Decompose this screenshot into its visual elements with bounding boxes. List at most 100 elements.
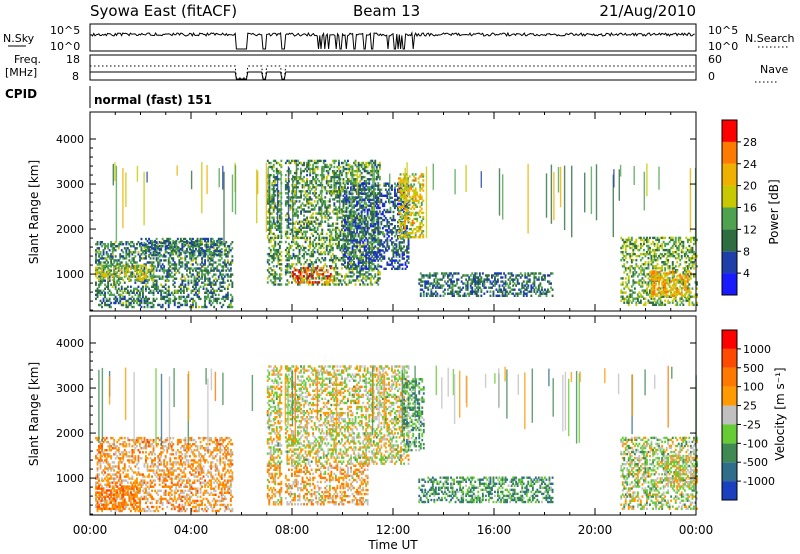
heatmap-cell <box>472 280 475 283</box>
heatmap-cell <box>371 246 374 250</box>
heatmap-cell <box>448 284 451 287</box>
heatmap-cell <box>280 254 283 258</box>
heatmap-cell <box>391 184 393 187</box>
heatmap-cell <box>350 267 352 270</box>
heatmap-cell <box>494 272 496 275</box>
heatmap-cell <box>478 286 481 289</box>
heatmap-cell <box>413 213 416 217</box>
heatmap-cell <box>214 243 217 247</box>
heatmap-cell <box>301 202 304 205</box>
heatmap-cell <box>113 247 116 250</box>
heatmap-cell <box>208 257 211 260</box>
heatmap-cell <box>392 265 395 268</box>
heatmap-cell <box>231 261 234 264</box>
heatmap-cell <box>411 211 414 215</box>
heatmap-cell <box>122 295 125 299</box>
heatmap-cell <box>495 272 498 275</box>
heatmap-cell <box>360 237 363 240</box>
heatmap-cell <box>222 269 225 272</box>
heatmap-cell <box>163 259 166 262</box>
heatmap-cell <box>136 297 138 301</box>
heatmap-cell <box>417 236 420 239</box>
heatmap-cell <box>277 261 280 264</box>
heatmap-cell <box>371 192 374 195</box>
heatmap-cell <box>297 214 299 217</box>
heatmap-cell <box>344 198 346 202</box>
heatmap-cell <box>173 303 176 307</box>
heatmap-cell <box>297 242 299 246</box>
heatmap-cell <box>271 198 274 201</box>
heatmap-cell <box>354 226 357 229</box>
heatmap-cell <box>331 175 334 179</box>
heatmap-cell <box>205 245 208 249</box>
heatmap-cell <box>208 263 211 266</box>
heatmap-cell <box>366 196 369 199</box>
heatmap-cell <box>210 283 213 286</box>
heatmap-cell <box>269 248 272 252</box>
heatmap-cell <box>333 275 336 278</box>
heatmap-cell <box>472 276 475 279</box>
heatmap-cell <box>304 277 307 280</box>
heatmap-cell <box>272 202 275 205</box>
heatmap-cell <box>134 278 137 282</box>
heatmap-cell <box>350 241 352 244</box>
heatmap-cell <box>408 185 411 188</box>
heatmap-cell <box>315 212 318 215</box>
heatmap-cell <box>422 217 425 221</box>
heatmap-cell <box>284 283 287 286</box>
heatmap-cell <box>313 238 316 242</box>
heatmap-cell <box>316 273 319 276</box>
heatmap-cell <box>312 216 315 219</box>
heatmap-cell <box>451 280 454 283</box>
heatmap-cell <box>324 165 327 169</box>
heatmap-cell <box>348 204 351 208</box>
heatmap-cell <box>120 268 123 272</box>
heatmap-cell <box>475 290 478 293</box>
heatmap-cell <box>331 169 334 173</box>
heatmap-cell <box>303 252 305 256</box>
heatmap-cell <box>374 228 377 231</box>
heatmap-cell <box>347 216 349 220</box>
heatmap-cell <box>422 234 425 237</box>
heatmap-cell <box>272 194 275 197</box>
heatmap-cell <box>289 267 292 270</box>
heatmap-cell <box>339 273 342 276</box>
heatmap-cell <box>116 266 119 270</box>
heatmap-cell <box>428 274 431 277</box>
heatmap-cell <box>342 167 345 171</box>
heatmap-cell <box>345 180 348 183</box>
heatmap-cell <box>195 293 197 297</box>
heatmap-cell <box>132 272 135 276</box>
heatmap-cell <box>433 272 436 275</box>
heatmap-cell <box>383 245 386 248</box>
heatmap-cell <box>374 178 377 181</box>
heatmap-cell <box>374 194 377 197</box>
heatmap-cell <box>419 284 422 287</box>
heatmap-cell <box>354 159 357 163</box>
heatmap-cell <box>148 248 150 251</box>
heatmap-cell <box>372 269 375 272</box>
heatmap-cell <box>284 265 287 268</box>
heatmap-cell <box>137 295 140 299</box>
heatmap-cell <box>295 234 298 238</box>
heatmap-cell <box>132 259 135 262</box>
heatmap-cell <box>278 192 281 195</box>
heatmap-cell <box>334 232 337 236</box>
heatmap-cell <box>319 222 322 225</box>
heatmap-cell <box>304 190 307 193</box>
heatmap-cell <box>377 241 380 244</box>
heatmap-cell <box>295 232 298 236</box>
heatmap-cell <box>136 269 138 272</box>
heatmap-cell <box>422 290 425 293</box>
heatmap-cell <box>359 246 362 250</box>
heatmap-cell <box>123 287 126 290</box>
heatmap-cell <box>278 178 281 181</box>
heatmap-cell <box>272 273 275 276</box>
heatmap-cell <box>152 252 155 255</box>
heatmap-cell <box>272 200 275 203</box>
heatmap-cell <box>339 281 342 284</box>
heatmap-cell <box>383 267 386 270</box>
heatmap-cell <box>146 275 149 278</box>
heatmap-cell <box>268 271 271 274</box>
heatmap-cell <box>145 272 147 276</box>
